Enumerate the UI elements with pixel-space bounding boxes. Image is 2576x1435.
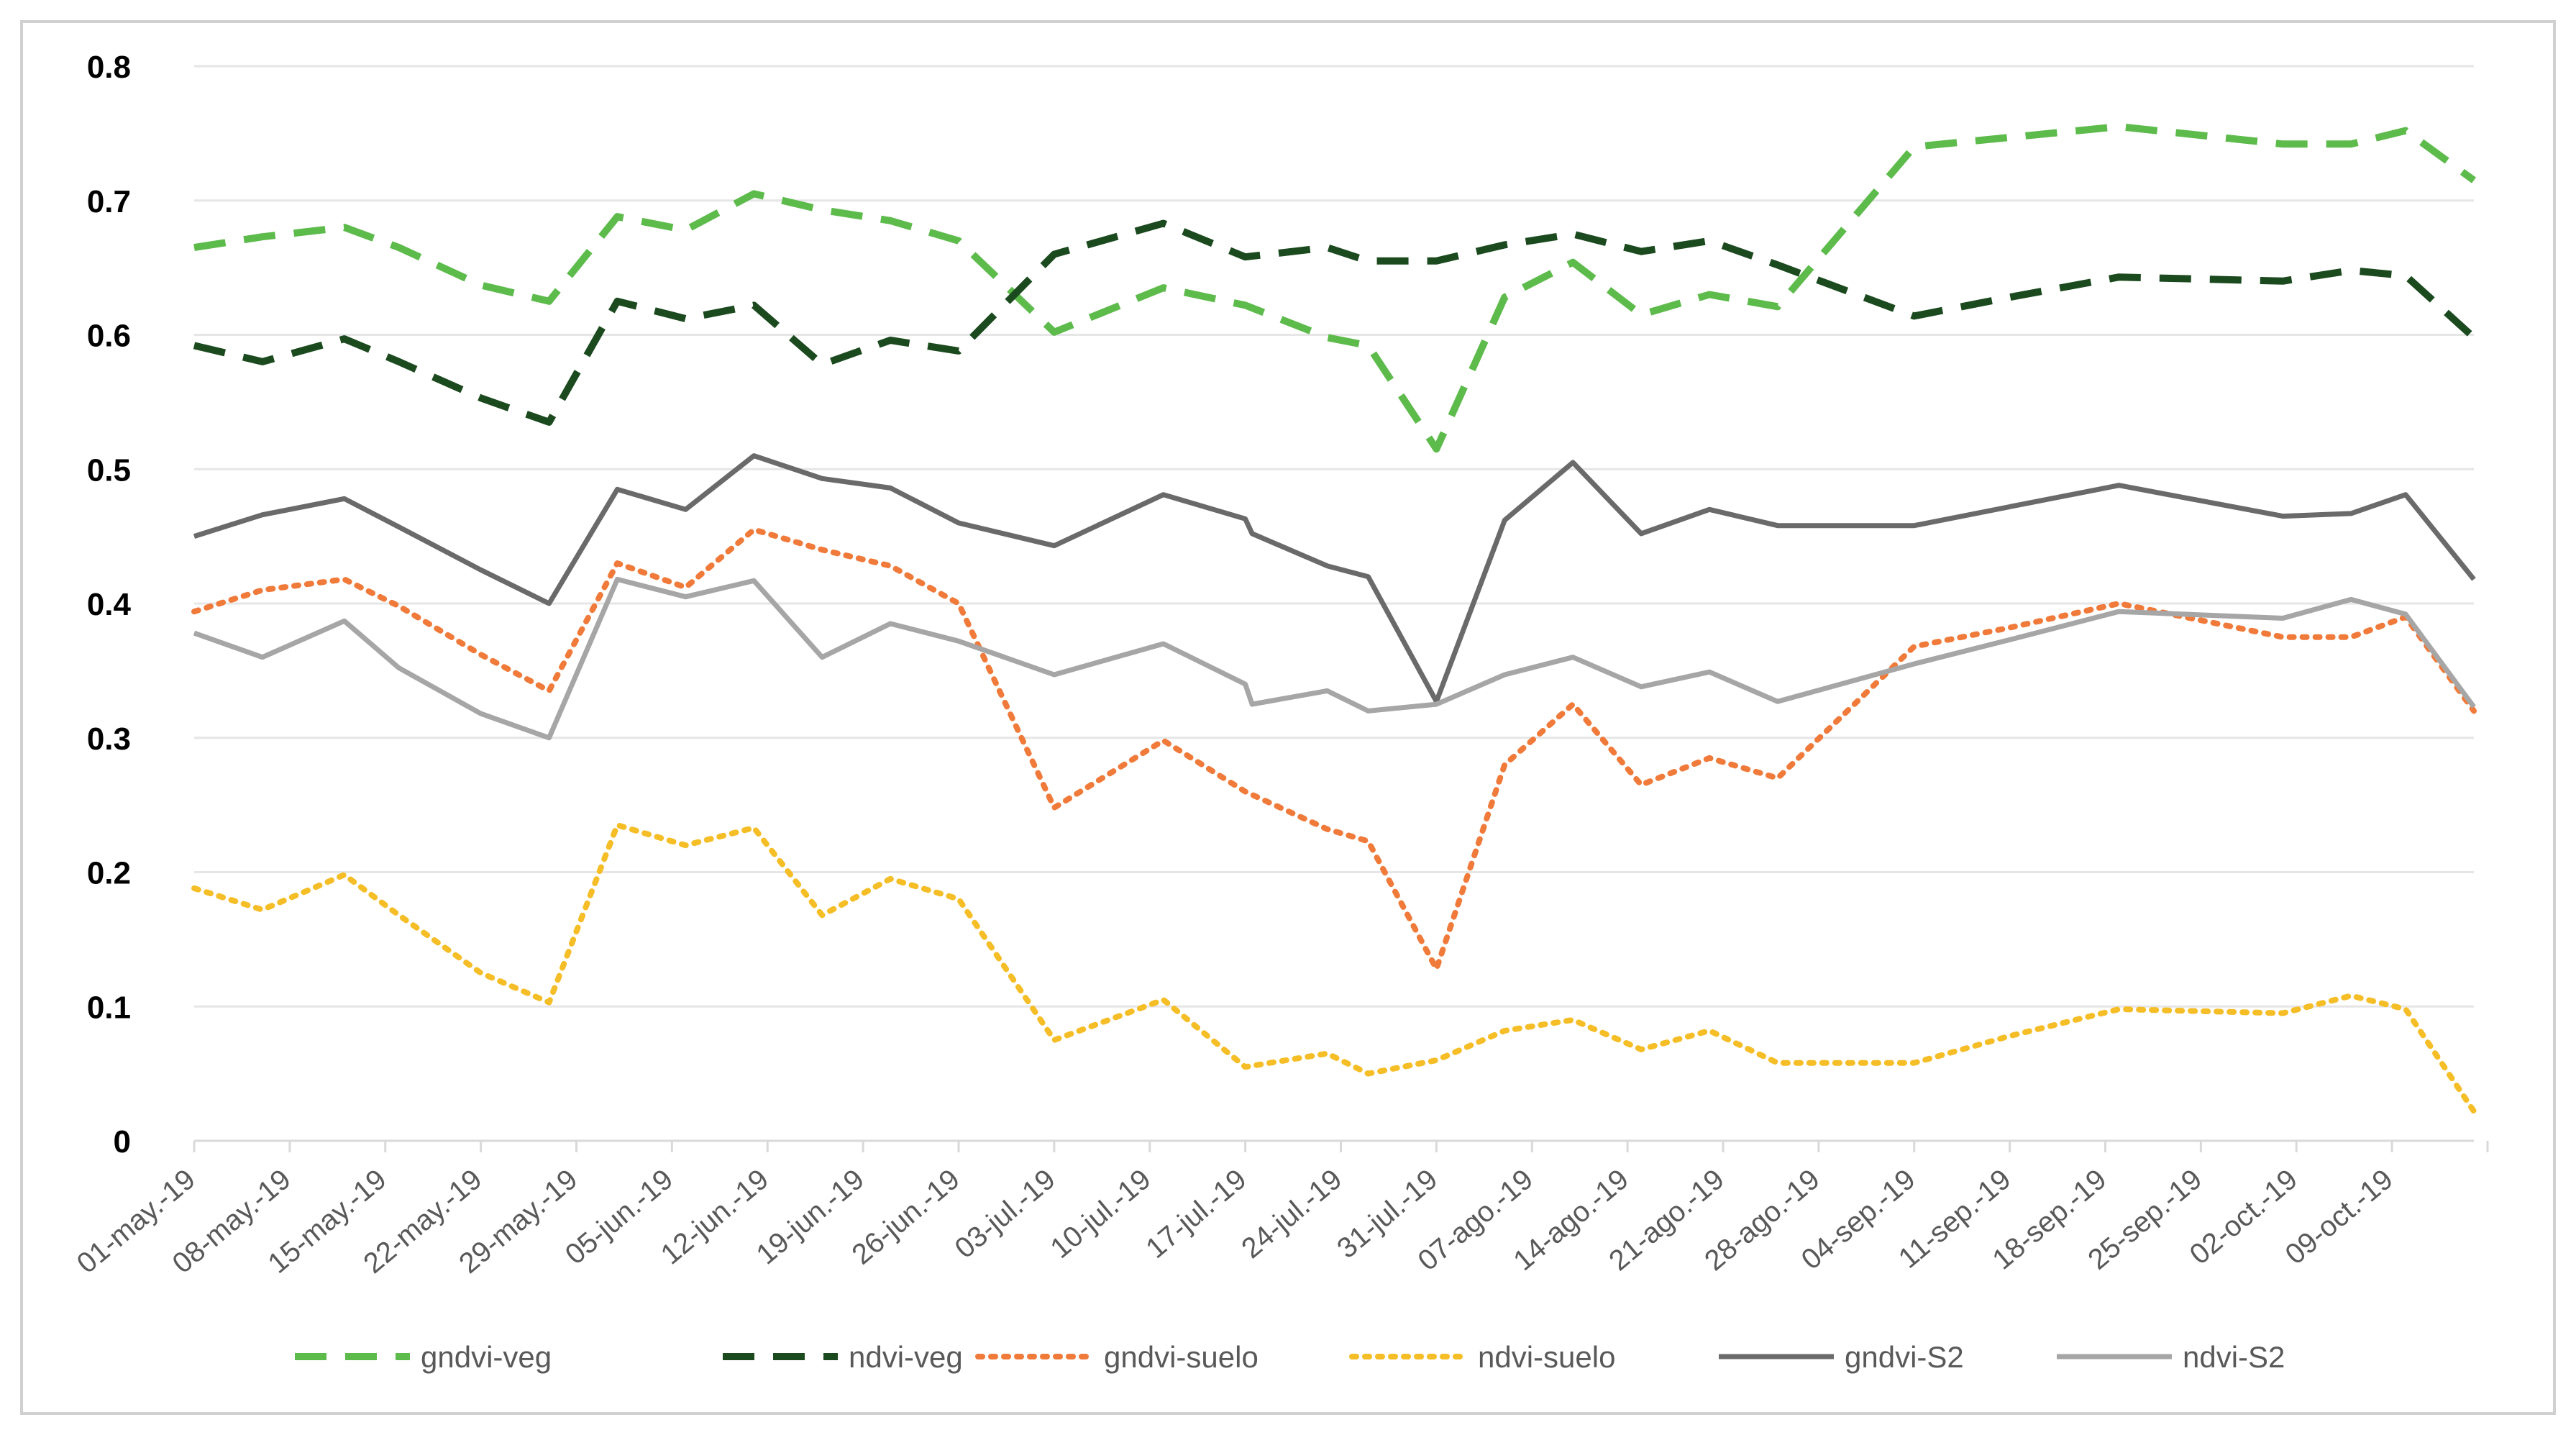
legend-label-gndvi-S2: gndvi-S2 [1845,1340,1964,1374]
x-tick-label: 26-jun.-19 [846,1163,966,1270]
y-tick-label: 0.8 [87,50,131,85]
series-line-ndvi-suelo [191,822,2477,1114]
x-tick-label: 09-oct.-19 [2280,1163,2399,1270]
series-line-gndvi-suelo [191,527,2477,972]
legend: gndvi-veg ndvi-veg gndvi-suelo ndvi-suelo gn… [295,1340,2285,1374]
y-tick-label: 0.5 [87,452,131,488]
legend-label-gndvi-suelo: gndvi-suelo [1104,1340,1259,1374]
y-tick-label: 0.1 [87,990,131,1025]
legend-label-ndvi-S2: ndvi-S2 [2183,1340,2285,1374]
y-tick-label: 0.7 [87,184,131,219]
y-tick-label: 0.4 [87,587,132,622]
y-tick-label: 0.3 [87,721,131,757]
series-line-gndvi-S2 [193,453,2476,704]
y-tick-label: 0 [114,1124,131,1160]
x-tick-label: 03-jul.-19 [949,1163,1061,1265]
x-tick-label: 10-jul.-19 [1044,1163,1156,1265]
x-tick-label: 17-jul.-19 [1140,1163,1252,1265]
y-tick-label: 0.6 [87,319,131,354]
legend-label-ndvi-veg: ndvi-veg [849,1340,963,1374]
y-tick-label: 0.2 [87,856,131,891]
gridlines [194,65,2474,1008]
legend-label-gndvi-veg: gndvi-veg [421,1340,552,1374]
series-line-gndvi-veg [193,123,2476,453]
series-line-ndvi-S2 [193,576,2476,741]
legend-label-ndvi-suelo: ndvi-suelo [1478,1340,1615,1374]
series-lines [191,123,2477,1114]
axes: 00.10.20.30.40.50.60.70.801-may.-1908-ma… [71,50,2489,1280]
x-tick-label: 24-jul.-19 [1236,1163,1348,1265]
series-line-ndvi-veg [193,219,2477,426]
